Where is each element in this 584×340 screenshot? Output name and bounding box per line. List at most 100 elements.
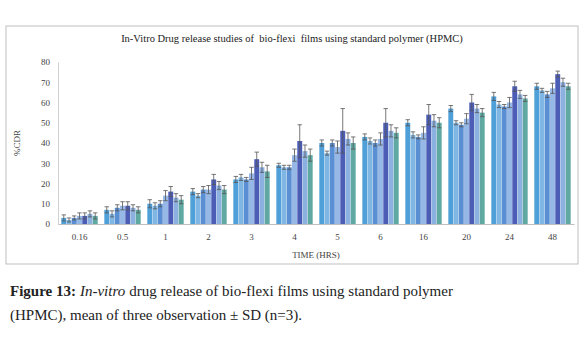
error-bar <box>325 151 329 155</box>
bar <box>454 123 459 224</box>
x-tick-label: 3 <box>249 232 254 242</box>
bar <box>335 147 340 224</box>
error-bar <box>115 205 119 211</box>
error-bar <box>421 127 425 139</box>
error-bar <box>77 213 81 219</box>
x-tick-label: 0.5 <box>117 232 129 242</box>
bar <box>566 86 571 224</box>
bar <box>260 167 265 224</box>
bar <box>497 105 502 224</box>
error-bar <box>394 128 398 138</box>
error-bar <box>153 203 157 209</box>
error-bar <box>83 213 87 219</box>
error-bar <box>62 215 66 221</box>
error-bar <box>437 118 441 128</box>
x-tick: 2 <box>206 224 211 242</box>
error-bar <box>206 186 210 194</box>
bar <box>196 196 201 224</box>
bar <box>254 159 259 224</box>
y-axis-title: %CDR <box>12 130 22 156</box>
series <box>77 83 555 224</box>
error-bar <box>249 167 253 179</box>
error-bar <box>292 149 296 161</box>
error-bar <box>523 95 527 101</box>
error-bar <box>373 140 377 146</box>
x-axis-line <box>59 224 575 225</box>
bar <box>411 135 416 224</box>
y-tick-label: 0 <box>46 219 51 229</box>
x-tick-label: 2 <box>206 232 211 242</box>
error-bar <box>475 105 479 113</box>
bar <box>368 141 373 224</box>
y-tick: 80 <box>41 57 58 67</box>
x-tick: 5 <box>335 224 340 242</box>
bar <box>416 137 421 224</box>
error-bar <box>239 174 243 180</box>
error-bar <box>217 181 221 189</box>
error-bar <box>244 177 248 181</box>
y-tick: 30 <box>41 159 58 169</box>
bar <box>523 98 528 224</box>
title: In-Vitro Drug release studies of bio-fle… <box>121 33 463 45</box>
x-tick-label: 20 <box>462 232 472 242</box>
bar <box>491 96 496 224</box>
error-bar <box>535 83 539 89</box>
error-bar <box>411 132 415 138</box>
x-tick: 0.16 <box>72 224 88 242</box>
error-bar <box>335 141 339 153</box>
y-tick-label: 80 <box>41 57 51 67</box>
bar <box>534 86 539 224</box>
error-bar <box>492 92 496 100</box>
error-bar <box>136 207 140 213</box>
bar <box>512 86 517 224</box>
bar <box>459 125 464 224</box>
caption-text: drug release of bio-flexi films using st… <box>129 283 453 299</box>
error-bar <box>389 125 393 137</box>
y-tick-label: 10 <box>41 199 51 209</box>
bar <box>432 121 437 224</box>
x-tick: 6 <box>378 224 383 242</box>
bar <box>239 177 244 224</box>
error-bar <box>556 71 560 77</box>
error-bar <box>105 207 109 213</box>
x-tick: 16 <box>419 224 429 242</box>
bar <box>469 103 474 225</box>
bar <box>308 155 313 224</box>
bar <box>383 123 388 224</box>
error-bar <box>282 165 286 169</box>
error-bar <box>513 81 517 91</box>
error-bar <box>148 200 152 208</box>
error-bar <box>330 140 334 146</box>
x-tick: 4 <box>292 224 297 242</box>
bar <box>276 165 281 224</box>
error-bar <box>497 101 501 107</box>
x-tick-label: 5 <box>335 232 340 242</box>
x-tick: 48 <box>548 224 558 242</box>
error-bar <box>346 133 350 145</box>
bar <box>244 179 249 224</box>
bar <box>405 123 410 224</box>
bar <box>319 143 324 224</box>
y-tick-label: 60 <box>41 98 51 108</box>
error-bar <box>120 202 124 210</box>
error-bar <box>277 163 281 167</box>
x-axis-title: TIME (HRS) <box>292 250 340 260</box>
x-tick-label: 48 <box>548 232 558 242</box>
bar <box>217 186 222 224</box>
x-tick-label: 0.16 <box>72 232 88 242</box>
error-bar <box>459 123 463 127</box>
bar <box>222 190 227 224</box>
error-bar <box>265 165 269 177</box>
y-tick-label: 40 <box>41 138 51 148</box>
series <box>93 83 571 224</box>
series <box>72 91 550 224</box>
error-bar <box>566 83 570 89</box>
bar <box>389 131 394 224</box>
error-bar <box>169 187 173 197</box>
bar <box>426 115 431 224</box>
x-tick-label: 16 <box>419 232 429 242</box>
y-tick: 10 <box>41 199 58 209</box>
caption-text: (HPMC), mean of three observation ± SD (… <box>10 307 302 324</box>
error-bar <box>212 174 216 184</box>
error-bar <box>464 114 468 124</box>
